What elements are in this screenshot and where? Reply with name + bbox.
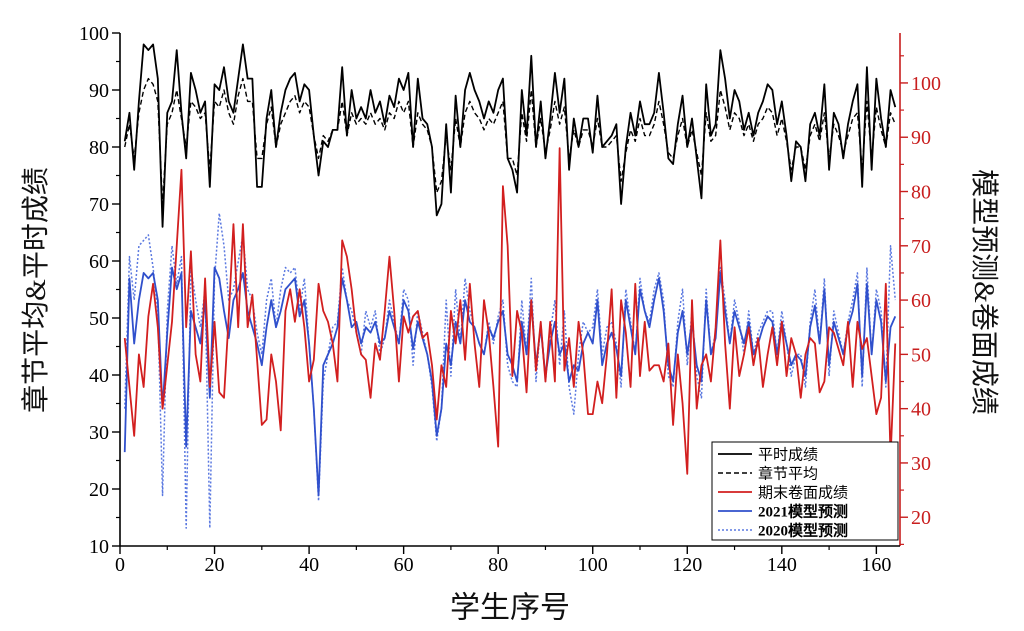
y-right-tick-label: 90	[911, 127, 931, 149]
x-tick-label: 140	[767, 554, 797, 576]
y-right-tick-label: 100	[911, 73, 941, 95]
series-layer	[123, 43, 897, 529]
y-axis-left-title: 章节平均&平时成绩	[20, 167, 52, 413]
legend-label: 期末卷面成绩	[758, 484, 848, 501]
final-exam-score-line	[123, 147, 897, 475]
legend-entry-model-2021-prediction: 2021模型预测	[718, 502, 848, 520]
axes-layer: 0 20 40 60 80 100 120 140 160 10 20 30 40 50 60 70 80 90 1…	[79, 23, 941, 576]
y-right-tick-label: 60	[911, 290, 931, 312]
y-right-tick-label: 50	[911, 344, 931, 366]
legend-entry-final-exam-score: 期末卷面成绩	[718, 484, 848, 501]
x-tick-label: 40	[299, 554, 319, 576]
legend-label: 2020模型预测	[758, 521, 848, 539]
legend-label: 2021模型预测	[758, 502, 848, 520]
y-right-tick-label: 70	[911, 236, 931, 258]
y-right-tick-label: 30	[911, 453, 931, 475]
x-tick-label: 0	[115, 554, 125, 576]
legend-entry-regular-score: 平时成绩	[718, 446, 818, 463]
legend-box	[711, 441, 899, 541]
y-left-tick-label: 30	[89, 422, 109, 444]
regular-score-line	[123, 43, 897, 228]
y-left-tick-label: 40	[89, 365, 109, 387]
legend-label: 平时成绩	[758, 446, 818, 463]
x-tick-label: 20	[205, 554, 225, 576]
y-left-tick-label: 90	[89, 80, 109, 102]
y-left-tick-label: 80	[89, 137, 109, 159]
legend-entry-chapter-average: 章节平均	[718, 464, 818, 482]
y-right-tick-label: 80	[911, 182, 931, 204]
x-tick-label: 100	[578, 554, 608, 576]
model-2021-prediction-line	[123, 266, 897, 497]
x-tick-label: 160	[861, 554, 891, 576]
x-tick-label: 120	[672, 554, 702, 576]
y-left-tick-label: 20	[89, 479, 109, 501]
legend-label: 章节平均	[758, 464, 818, 482]
x-axis-title: 学生序号	[450, 592, 570, 625]
legend-entry-model-2020-prediction: 2020模型预测	[718, 521, 848, 539]
y-left-tick-label: 50	[89, 308, 109, 330]
y-left-tick-label: 70	[89, 194, 109, 216]
x-tick-label: 60	[394, 554, 414, 576]
y-axis-right-title: 模型预测&卷面成绩	[968, 169, 1000, 415]
legend: 平时成绩 章节平均 期末卷面成绩 2021模型预测 2020模型预测	[711, 441, 899, 541]
y-right-tick-label: 40	[911, 399, 931, 421]
y-left-tick-label: 100	[79, 23, 109, 45]
y-left-tick-label: 60	[89, 251, 109, 273]
y-left-tick-label: 10	[89, 536, 109, 558]
y-right-tick-label: 20	[911, 507, 931, 529]
x-tick-label: 80	[488, 554, 508, 576]
chapter-average-line	[124, 77, 896, 205]
